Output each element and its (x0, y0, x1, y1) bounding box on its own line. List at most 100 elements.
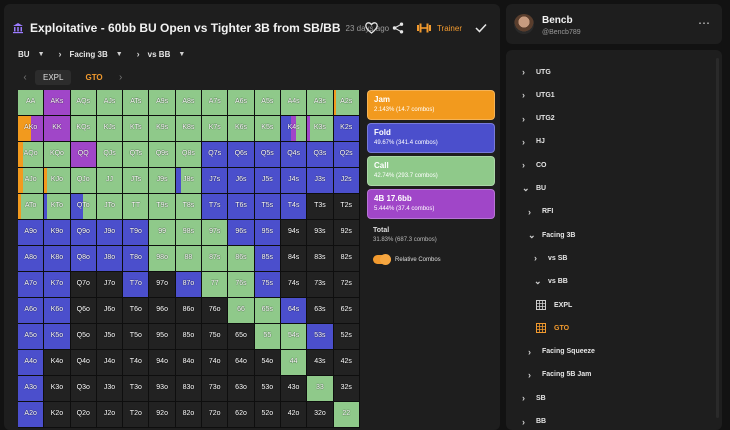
hand-cell[interactable]: J3o (96, 376, 124, 402)
hand-cell[interactable]: 52s (333, 324, 360, 350)
hand-cell[interactable]: 52o (254, 402, 281, 428)
hand-cell[interactable]: JTs (123, 168, 150, 194)
hand-cell[interactable]: JJ (96, 168, 124, 194)
hand-cell[interactable]: K9s (149, 116, 176, 142)
hand-cell[interactable]: J6o (96, 298, 124, 324)
hand-cell[interactable]: QJo (70, 168, 97, 194)
tree-item-bb[interactable]: › BB (522, 415, 546, 429)
tree-item-co[interactable]: › CO (522, 158, 547, 172)
hand-cell[interactable]: KQo (44, 142, 71, 168)
hand-cell[interactable]: QTs (123, 142, 150, 168)
hand-cell[interactable]: 74o (202, 350, 229, 376)
hand-cell[interactable]: KJo (44, 168, 71, 194)
hand-cell[interactable]: 64s (280, 298, 308, 324)
more-options-icon[interactable]: ⋯ (698, 16, 710, 30)
hand-cell[interactable]: Q4o (70, 350, 97, 376)
hand-cell[interactable]: A5o (18, 324, 45, 350)
hand-cell[interactable]: 55 (254, 324, 281, 350)
hand-cell[interactable]: T9o (123, 220, 150, 246)
hand-cell[interactable]: 95s (254, 220, 281, 246)
hand-cell[interactable]: K5o (44, 324, 71, 350)
hand-cell[interactable]: A4s (280, 90, 308, 116)
chevron-right-icon[interactable]: › (118, 71, 123, 83)
tree-item-facing-3b[interactable]: ⌄ Facing 3B (528, 228, 575, 242)
hand-cell[interactable]: 92o (149, 402, 176, 428)
tree-item-utg1[interactable]: › UTG1 (522, 88, 555, 102)
hand-cell[interactable]: T9s (149, 194, 176, 220)
hand-cell[interactable]: 43s (307, 350, 334, 376)
hand-cell[interactable]: ATs (123, 90, 150, 116)
hand-cell[interactable]: A6o (18, 298, 45, 324)
hand-cell[interactable]: J8s (175, 168, 203, 194)
crumb-opponent[interactable]: › vs BB ▼ (137, 49, 186, 59)
crumb-position[interactable]: BU ▼ (18, 50, 45, 59)
tree-item-vs-sb[interactable]: › vs SB (534, 251, 567, 265)
hand-cell[interactable]: A2o (18, 402, 45, 428)
hand-cell[interactable]: 93s (307, 220, 334, 246)
hand-cell[interactable]: 22 (333, 402, 360, 428)
relative-combos-toggle[interactable]: Relative Combos (367, 254, 495, 265)
hand-cell[interactable]: 75o (202, 324, 229, 350)
hand-cell[interactable]: KTs (123, 116, 150, 142)
hand-cell[interactable]: 87s (202, 246, 229, 272)
hand-cell[interactable]: 96o (149, 298, 176, 324)
heart-icon[interactable] (365, 21, 379, 35)
hand-cell[interactable]: AQo (18, 142, 45, 168)
hand-cell[interactable]: 65o (228, 324, 255, 350)
hand-cell[interactable]: Q8o (70, 246, 97, 272)
hand-cell[interactable]: AKo (18, 116, 45, 142)
hand-cell[interactable]: 73s (307, 272, 334, 298)
toggle-switch[interactable] (373, 254, 391, 265)
hand-cell[interactable]: 82s (333, 246, 360, 272)
hand-cell[interactable]: AKs (44, 90, 71, 116)
legend-4b[interactable]: 4B 17.6bb 5.444% (37.4 combos) (367, 189, 495, 219)
hand-cell[interactable]: 77 (202, 272, 229, 298)
hand-cell[interactable]: 64o (228, 350, 255, 376)
hand-cell[interactable]: J2o (96, 402, 124, 428)
hand-cell[interactable]: K2o (44, 402, 71, 428)
hand-cell[interactable]: 33 (307, 376, 334, 402)
hand-cell[interactable]: 92s (333, 220, 360, 246)
hand-cell[interactable]: A3o (18, 376, 45, 402)
hand-cell[interactable]: T6o (123, 298, 150, 324)
hand-cell[interactable]: 65s (254, 298, 281, 324)
hand-cell[interactable]: 84o (175, 350, 203, 376)
hand-cell[interactable]: Q6s (228, 142, 255, 168)
hand-cell[interactable]: T7o (123, 272, 150, 298)
legend-call[interactable]: Call 42.74% (293.7 combos) (367, 156, 495, 186)
tree-item-bu[interactable]: ⌄ BU (522, 182, 546, 196)
hand-cell[interactable]: K5s (254, 116, 281, 142)
hand-cell[interactable]: J9o (96, 220, 124, 246)
crumb-situation[interactable]: › Facing 3B ▼ (59, 49, 123, 59)
hand-cell[interactable]: 83o (175, 376, 203, 402)
hand-cell[interactable]: J2s (333, 168, 360, 194)
hand-cell[interactable]: 63s (307, 298, 334, 324)
hand-cell[interactable]: A9o (18, 220, 45, 246)
hand-cell[interactable]: A7o (18, 272, 45, 298)
hand-cell[interactable]: Q9s (149, 142, 176, 168)
hand-cell[interactable]: QJs (96, 142, 124, 168)
hand-cell[interactable]: T5s (254, 194, 281, 220)
hand-cell[interactable]: JTo (96, 194, 124, 220)
hand-cell[interactable]: 93o (149, 376, 176, 402)
hand-cell[interactable]: 86s (228, 246, 255, 272)
hand-cell[interactable]: 32s (333, 376, 360, 402)
hand-cell[interactable]: Q4s (280, 142, 308, 168)
hand-cell[interactable]: K4s (280, 116, 308, 142)
hand-cell[interactable]: 98o (149, 246, 176, 272)
hand-cell[interactable]: KTo (44, 194, 71, 220)
hand-cell[interactable]: Q8s (175, 142, 203, 168)
hand-cell[interactable]: K3o (44, 376, 71, 402)
hand-cell[interactable]: 94o (149, 350, 176, 376)
legend-jam[interactable]: Jam 2.143% (14.7 combos) (367, 90, 495, 120)
hand-cell[interactable]: 66 (228, 298, 255, 324)
check-icon[interactable] (474, 21, 488, 35)
hand-cell[interactable]: K6s (228, 116, 255, 142)
hand-cell[interactable]: Q7s (202, 142, 229, 168)
hand-cell[interactable]: A2s (333, 90, 360, 116)
hand-cell[interactable]: 42o (280, 402, 308, 428)
hand-cell[interactable]: 53s (307, 324, 334, 350)
hand-cell[interactable]: K4o (44, 350, 71, 376)
hand-cell[interactable]: 72s (333, 272, 360, 298)
hand-cell[interactable]: J7o (96, 272, 124, 298)
